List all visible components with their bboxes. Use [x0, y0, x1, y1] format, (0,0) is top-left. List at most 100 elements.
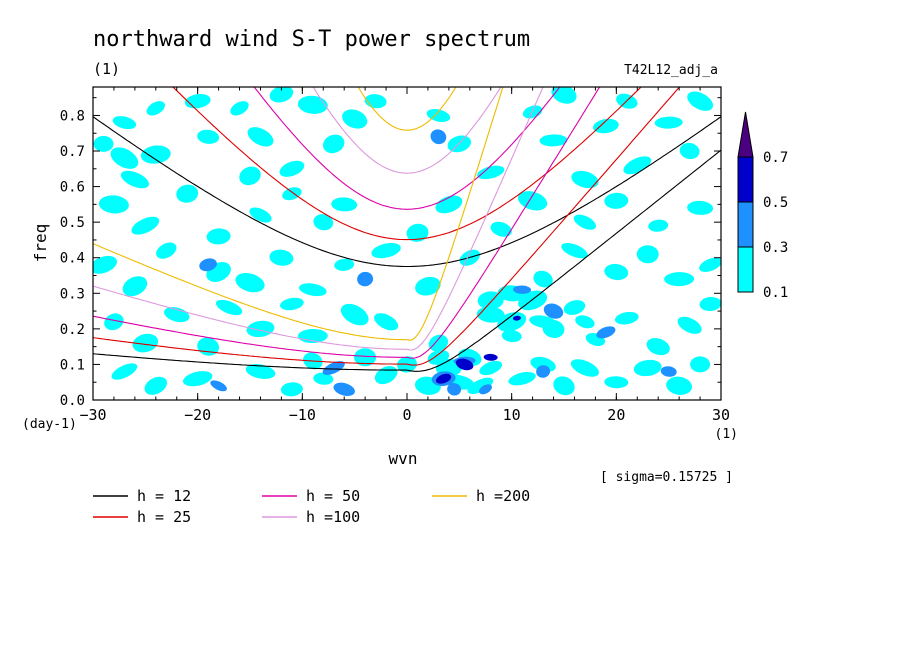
- spectrum-patch: [623, 156, 652, 175]
- y-tick-label: 0.2: [60, 322, 85, 338]
- chart-title: northward wind S-T power spectrum: [93, 27, 530, 52]
- spectrum-patch: [518, 191, 548, 211]
- spectrum-patch: [131, 216, 160, 235]
- spectrum-patch: [156, 242, 177, 259]
- x-tick-label: −10: [289, 406, 316, 424]
- spectrum-patch: [269, 87, 294, 103]
- y-tick-label: 0.0: [60, 393, 85, 409]
- x-tick-label: −20: [184, 406, 211, 424]
- spectrum-patch: [144, 376, 168, 395]
- x-tick-label: 20: [607, 406, 625, 424]
- y-tick-label: 0.5: [60, 215, 85, 231]
- colorbar-segment: [737, 156, 754, 203]
- dispersion-curve: [93, 285, 407, 350]
- dispersion-curve: [406, 87, 544, 351]
- spectrum-patch: [679, 142, 700, 160]
- spectrum-patch: [543, 303, 564, 319]
- spectrum-patch: [342, 109, 368, 129]
- dispersion-curve: [406, 87, 681, 366]
- spectrum-patch: [435, 373, 452, 384]
- spectrum-patch: [533, 270, 553, 288]
- spectrum-patch: [239, 166, 261, 186]
- spectrum-patch: [483, 353, 498, 361]
- spectrum-patch: [426, 108, 451, 123]
- spectrum-patch: [279, 160, 305, 177]
- y-axis-label: freq: [31, 224, 50, 263]
- spectrum-patch: [490, 221, 512, 237]
- y-tick-label: 0.7: [60, 144, 85, 160]
- spectrum-patch: [415, 276, 441, 296]
- spectrum-patch: [571, 170, 599, 189]
- spectrum-patch: [112, 116, 137, 130]
- spectrum-patch: [245, 364, 276, 379]
- spectrum-patch: [406, 223, 429, 242]
- spectrum-patch: [479, 384, 492, 395]
- spectrum-patch: [340, 303, 369, 326]
- spectrum-patch: [98, 195, 129, 214]
- spectrum-patch: [699, 257, 721, 272]
- spectrum-patch: [539, 134, 568, 147]
- spectrum-patch: [215, 299, 243, 316]
- spectrum-patch: [687, 200, 714, 215]
- spectrum-patch: [93, 135, 114, 152]
- dispersion-curve: [406, 87, 601, 359]
- dispersion-curve: [93, 353, 407, 371]
- spectrum-patch: [249, 207, 272, 223]
- spectrum-patch: [354, 348, 377, 367]
- spectrum-patch: [93, 255, 117, 274]
- spectrum-patch: [132, 333, 159, 353]
- spectrum-patch: [570, 359, 599, 377]
- x-tick-label: 30: [712, 406, 730, 424]
- spectrum-patch: [530, 356, 556, 372]
- spectrum-patch: [374, 313, 399, 331]
- spectrum-patch: [636, 245, 659, 264]
- spectrum-contours: [93, 87, 721, 397]
- spectrum-patch: [666, 376, 693, 395]
- spectrum-patch: [357, 271, 374, 287]
- legend-label: h = 50: [306, 487, 360, 505]
- spectrum-patch: [573, 214, 597, 230]
- x-tick-label: −30: [79, 406, 106, 424]
- x-tick-label: 0: [402, 406, 411, 424]
- spectrum-patch: [604, 263, 629, 281]
- spectrum-patch: [210, 380, 227, 392]
- spectrum-patch: [561, 242, 588, 259]
- legend: h = 12 h = 25 h = 50 h =100 h =200: [93, 487, 530, 526]
- spectrum-patch: [122, 276, 148, 297]
- spectrum-patch: [280, 297, 304, 311]
- spectrum-patch: [508, 371, 536, 386]
- spectrum-patch: [513, 285, 532, 294]
- spectrum-patch: [690, 356, 711, 373]
- dispersion-curve: [357, 87, 457, 131]
- chart-subtitle: (1): [93, 60, 120, 78]
- spectrum-patch: [575, 315, 595, 329]
- spectrum-patch: [677, 316, 702, 334]
- colorbar-arrow: [737, 111, 754, 158]
- spectrum-patch: [529, 315, 557, 329]
- x-tick-label: 10: [503, 406, 521, 424]
- spectrum-patch: [322, 361, 345, 375]
- dispersion-curve: [93, 243, 407, 341]
- spectrum-patch: [371, 242, 401, 259]
- spectrum-patch: [699, 296, 721, 312]
- spectrum-patch: [111, 363, 138, 380]
- spectrum-patch: [455, 358, 474, 371]
- spectrum-patch: [140, 145, 171, 164]
- spectrum-patch: [664, 272, 695, 287]
- spectrum-patch: [593, 118, 619, 134]
- y-tick-label: 0.1: [60, 357, 85, 373]
- spectrum-patch: [313, 372, 334, 385]
- y-axis-ticks: 0.0 0.1 0.2 0.3 0.4 0.5 0.6 0.7 0.8: [60, 97, 721, 409]
- spectrum-patch: [280, 382, 303, 397]
- spectrum-patch: [633, 359, 662, 377]
- spectrum-patch: [333, 382, 355, 396]
- spectrum-patch: [512, 315, 521, 321]
- spectrum-patch: [604, 376, 629, 389]
- spectrum-patch: [501, 329, 522, 343]
- spectrum-patch: [206, 228, 231, 245]
- y-tick-label: 0.4: [60, 251, 85, 267]
- spectrum-patch: [104, 313, 124, 331]
- colorbar-label: 0.7: [763, 150, 788, 166]
- spectrum-patch: [660, 366, 677, 377]
